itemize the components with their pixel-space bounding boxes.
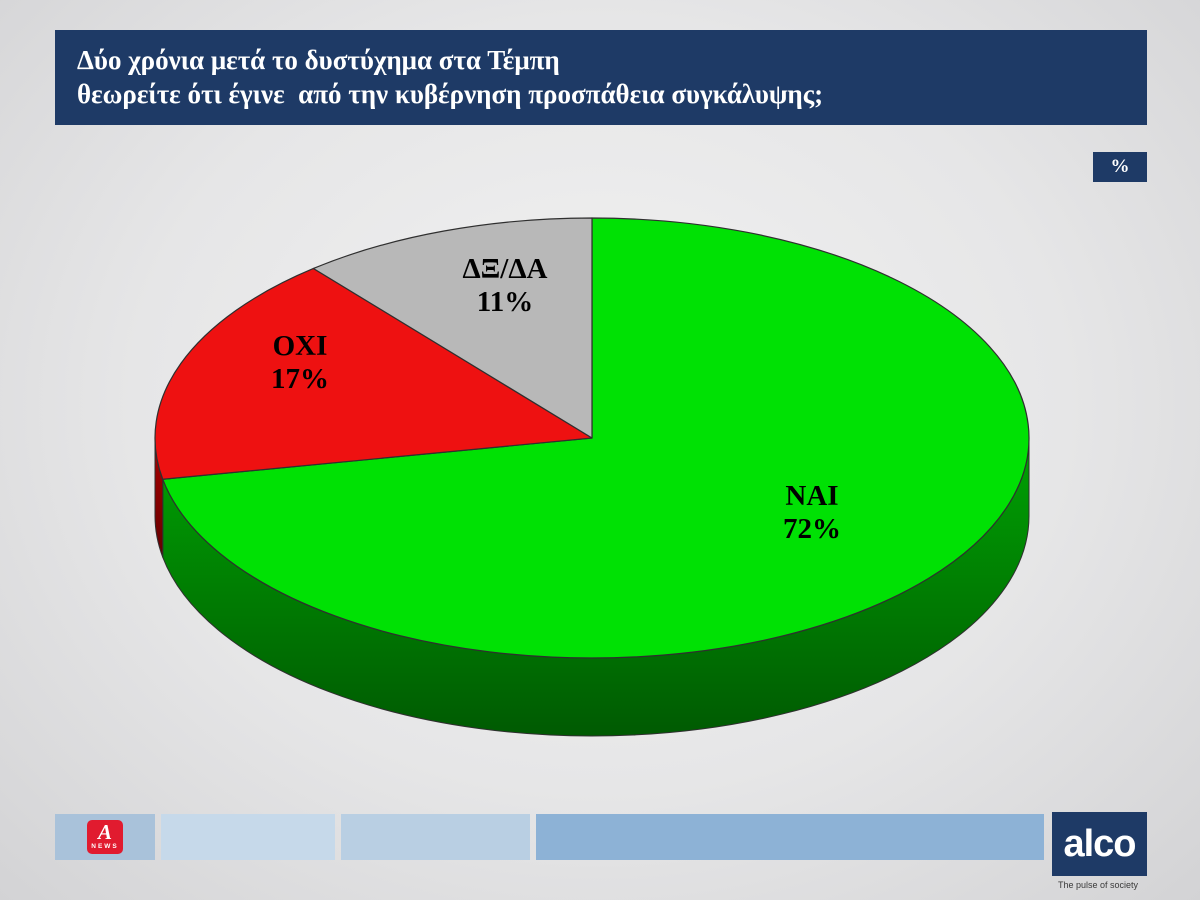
question-header: Δύο χρόνια μετά το δυστύχημα στα Τέμπη θ… bbox=[55, 30, 1147, 125]
pie-slice-label-2: ΔΞ/ΔΑ 11% bbox=[462, 253, 547, 318]
footer-bar-segment-3 bbox=[341, 814, 530, 860]
alpha-news-logo: A NEWS bbox=[87, 820, 123, 854]
alpha-logo-news-label: NEWS bbox=[91, 843, 119, 850]
pie-slice-label-0: ΝΑΙ 72% bbox=[783, 480, 841, 545]
alco-logo-tagline: The pulse of society bbox=[1057, 880, 1139, 890]
question-line-2: θεωρείτε ότι έγινε από την κυβέρνηση προ… bbox=[77, 79, 824, 109]
alpha-logo-letter: A bbox=[97, 820, 112, 844]
alco-logo-name: alco bbox=[1063, 823, 1136, 865]
alco-logo: alco bbox=[1052, 812, 1147, 876]
footer-bar-segment-4 bbox=[536, 814, 1044, 860]
pie-slice-1 bbox=[154, 267, 593, 480]
footer-bar-segment-2 bbox=[161, 814, 335, 860]
pie-slice-0 bbox=[162, 217, 1030, 659]
question-line-1: Δύο χρόνια μετά το δυστύχημα στα Τέμπη bbox=[77, 45, 560, 75]
pie-slice-2 bbox=[312, 217, 593, 439]
pie-slice-label-1: ΟΧΙ 17% bbox=[271, 330, 329, 395]
percent-unit-badge: % bbox=[1093, 152, 1147, 182]
footer-bar-segment-1: A NEWS bbox=[55, 814, 155, 860]
